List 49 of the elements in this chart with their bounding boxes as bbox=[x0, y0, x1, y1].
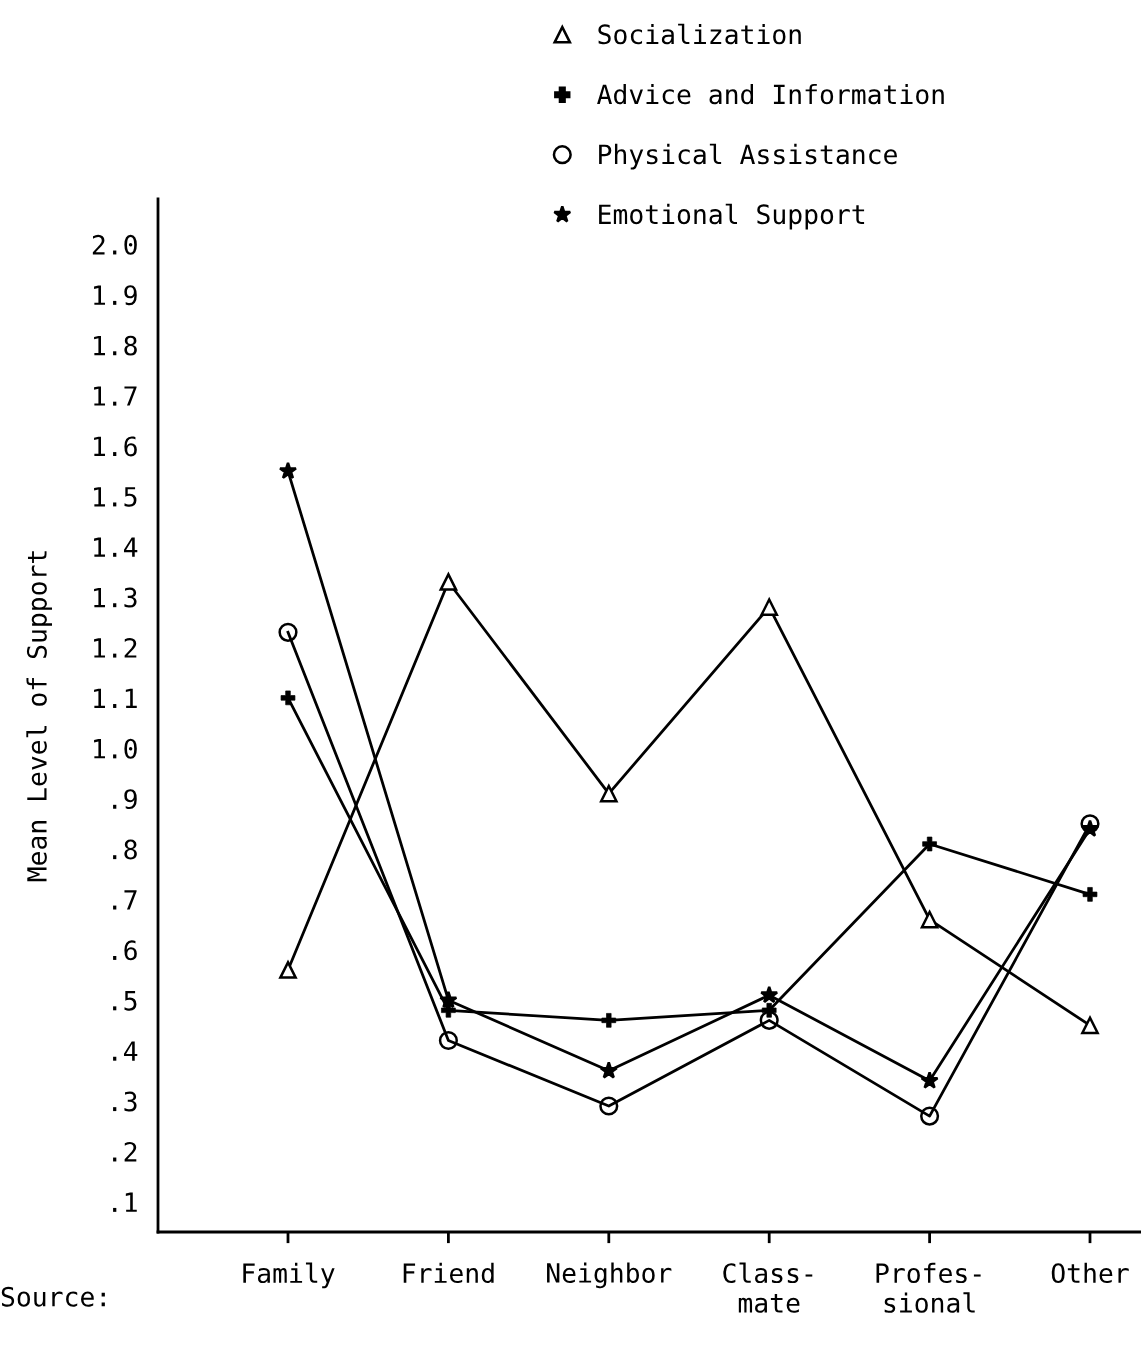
x-tick-label: Family bbox=[243, 1262, 335, 1289]
point bbox=[760, 598, 779, 617]
x-tick-label: Neighbor bbox=[547, 1262, 672, 1289]
legend-label: Socialization bbox=[598, 23, 801, 45]
y-tick-label: .9 bbox=[113, 789, 137, 810]
point bbox=[920, 1106, 940, 1126]
y-tick-label: 1.3 bbox=[94, 587, 137, 608]
point bbox=[439, 990, 458, 1009]
y-tick-label: 1.7 bbox=[94, 386, 137, 406]
y-tick-label: 1.6 bbox=[94, 436, 137, 457]
y-tick-label: 1.0 bbox=[94, 738, 137, 759]
y-tick-label: .1 bbox=[113, 1192, 137, 1212]
point bbox=[1080, 814, 1100, 834]
y-tick-label: 1.8 bbox=[94, 335, 137, 356]
point bbox=[278, 461, 298, 480]
x-tick-label: Profes- sional bbox=[876, 1262, 981, 1313]
y-tick-label: 2.0 bbox=[92, 234, 137, 255]
point bbox=[1081, 1016, 1099, 1035]
y-tick-label: .4 bbox=[113, 1041, 138, 1061]
point bbox=[920, 910, 939, 929]
point bbox=[438, 1030, 458, 1051]
y-tick-label: 1.5 bbox=[94, 487, 137, 507]
y-tick-label: .3 bbox=[113, 1091, 137, 1112]
point bbox=[279, 961, 297, 979]
point bbox=[599, 784, 618, 803]
y-tick-label: 1.9 bbox=[94, 285, 137, 306]
point bbox=[278, 622, 298, 642]
x-axis-title: Source: bbox=[1, 1286, 105, 1307]
y-tick-label: 1.2 bbox=[94, 637, 137, 658]
y-tick-label: .6 bbox=[113, 940, 137, 961]
y-tick-label: .8 bbox=[113, 839, 137, 860]
legend-label: Emotional Support bbox=[599, 203, 865, 230]
legend-label: Advice and Information bbox=[597, 83, 944, 105]
point bbox=[599, 1061, 618, 1079]
y-axis-title: Mean Level of Support bbox=[26, 551, 53, 882]
y-tick-label: .7 bbox=[113, 890, 137, 910]
point bbox=[439, 573, 458, 591]
point bbox=[920, 1071, 939, 1089]
point bbox=[599, 1096, 619, 1116]
point bbox=[760, 985, 779, 1004]
x-tick-label: Other bbox=[1051, 1262, 1129, 1284]
legend-label: Physical Assistance bbox=[599, 143, 897, 170]
y-tick-label: .5 bbox=[113, 991, 137, 1011]
y-tick-label: .2 bbox=[113, 1141, 137, 1162]
point bbox=[759, 1010, 779, 1030]
x-tick-label: Class- mate bbox=[723, 1262, 813, 1313]
y-tick-label: 1.4 bbox=[94, 537, 138, 557]
y-tick-label: 1.1 bbox=[94, 688, 137, 708]
x-tick-label: Friend bbox=[403, 1262, 494, 1284]
